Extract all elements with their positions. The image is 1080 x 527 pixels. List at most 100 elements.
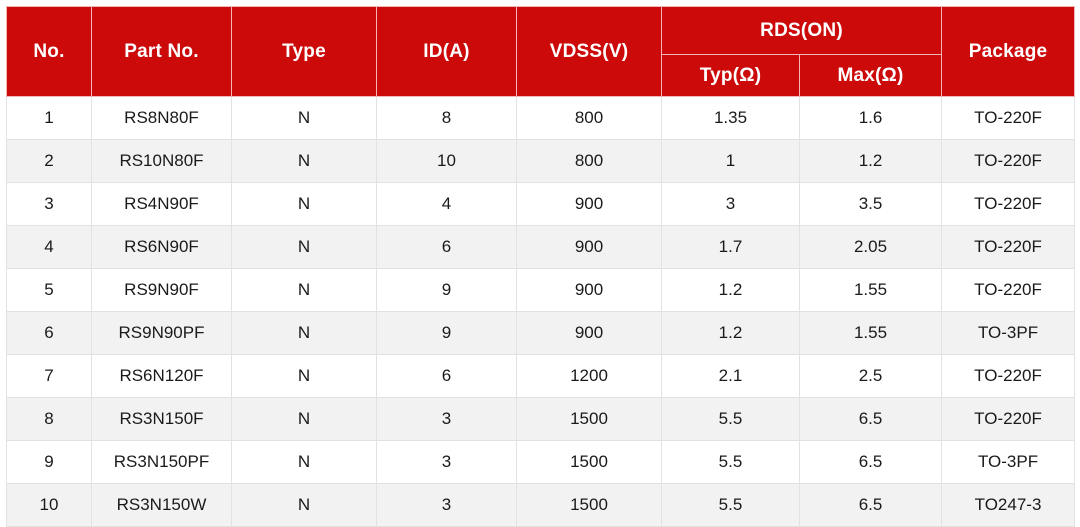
cell-part-no: RS3N150PF — [91, 440, 232, 484]
column-header-rds-on: RDS(ON) — [660, 6, 943, 55]
column-header-rds-typ: Typ(Ω) — [661, 54, 800, 97]
cell-vdss: 1200 — [516, 354, 662, 398]
table-row: 8 RS3N150F N 3 1500 5.5 6.5 TO-220F — [6, 397, 1076, 441]
table-row: 7 RS6N120F N 6 1200 2.1 2.5 TO-220F — [6, 354, 1076, 398]
cell-vdss: 800 — [516, 96, 662, 140]
cell-package: TO-220F — [941, 182, 1076, 226]
cell-package: TO-220F — [941, 268, 1076, 312]
cell-no: 6 — [6, 311, 92, 355]
cell-vdss: 1500 — [516, 483, 662, 527]
column-header-vdss: VDSS(V) — [516, 6, 662, 97]
cell-rds-typ: 2.1 — [661, 354, 800, 398]
cell-type: N — [231, 139, 377, 183]
cell-part-no: RS10N80F — [91, 139, 232, 183]
cell-rds-typ: 5.5 — [661, 483, 800, 527]
cell-no: 4 — [6, 225, 92, 269]
cell-rds-max: 1.55 — [798, 311, 943, 355]
column-header-id: ID(A) — [376, 6, 517, 97]
cell-rds-typ: 1 — [661, 139, 800, 183]
cell-type: N — [231, 268, 377, 312]
cell-no: 7 — [6, 354, 92, 398]
cell-id: 4 — [376, 182, 517, 226]
cell-rds-typ: 1.2 — [661, 268, 800, 312]
table-row: 6 RS9N90PF N 9 900 1.2 1.55 TO-3PF — [6, 311, 1076, 355]
column-header-rds-max: Max(Ω) — [798, 54, 943, 97]
cell-rds-max: 1.2 — [798, 139, 943, 183]
cell-rds-max: 3.5 — [798, 182, 943, 226]
cell-part-no: RS4N90F — [91, 182, 232, 226]
cell-rds-typ: 1.2 — [661, 311, 800, 355]
cell-id: 10 — [376, 139, 517, 183]
cell-vdss: 900 — [516, 268, 662, 312]
spec-table-container: No. Part No. Type ID(A) VDSS(V) RDS(ON) … — [6, 6, 1076, 527]
cell-part-no: RS6N90F — [91, 225, 232, 269]
cell-part-no: RS3N150F — [91, 397, 232, 441]
column-header-type: Type — [231, 6, 377, 97]
table-row: 1 RS8N80F N 8 800 1.35 1.6 TO-220F — [6, 96, 1076, 140]
cell-part-no: RS9N90F — [91, 268, 232, 312]
cell-package: TO-220F — [941, 96, 1076, 140]
cell-id: 9 — [376, 311, 517, 355]
cell-id: 3 — [376, 440, 517, 484]
header-row-sub: Typ(Ω) Max(Ω) — [7, 54, 1075, 97]
cell-no: 3 — [6, 182, 92, 226]
mosfet-spec-table: No. Part No. Type ID(A) VDSS(V) RDS(ON) … — [6, 6, 1076, 527]
cell-package: TO-3PF — [941, 440, 1076, 484]
cell-package: TO-220F — [941, 139, 1076, 183]
column-header-part-no: Part No. — [91, 6, 232, 97]
cell-vdss: 900 — [516, 225, 662, 269]
cell-type: N — [231, 182, 377, 226]
cell-rds-typ: 5.5 — [661, 397, 800, 441]
cell-type: N — [231, 483, 377, 527]
cell-rds-max: 1.6 — [798, 96, 943, 140]
cell-package: TO-220F — [941, 225, 1076, 269]
cell-package: TO-220F — [941, 354, 1076, 398]
cell-type: N — [231, 225, 377, 269]
cell-part-no: RS8N80F — [91, 96, 232, 140]
cell-type: N — [231, 440, 377, 484]
cell-vdss: 900 — [516, 182, 662, 226]
table-row: 4 RS6N90F N 6 900 1.7 2.05 TO-220F — [6, 225, 1076, 269]
cell-rds-typ: 5.5 — [661, 440, 800, 484]
cell-rds-max: 6.5 — [798, 483, 943, 527]
table-row: 3 RS4N90F N 4 900 3 3.5 TO-220F — [6, 182, 1076, 226]
cell-no: 8 — [6, 397, 92, 441]
cell-id: 8 — [376, 96, 517, 140]
cell-no: 9 — [6, 440, 92, 484]
cell-rds-max: 6.5 — [798, 440, 943, 484]
table-row: 5 RS9N90F N 9 900 1.2 1.55 TO-220F — [6, 268, 1076, 312]
cell-id: 3 — [376, 483, 517, 527]
cell-part-no: RS3N150W — [91, 483, 232, 527]
cell-part-no: RS9N90PF — [91, 311, 232, 355]
cell-type: N — [231, 311, 377, 355]
cell-type: N — [231, 397, 377, 441]
column-header-no: No. — [6, 6, 92, 97]
table-row: 10 RS3N150W N 3 1500 5.5 6.5 TO247-3 — [6, 483, 1076, 527]
cell-rds-max: 2.05 — [798, 225, 943, 269]
cell-package: TO247-3 — [941, 483, 1076, 527]
cell-no: 10 — [6, 483, 92, 527]
cell-rds-max: 6.5 — [798, 397, 943, 441]
cell-rds-max: 1.55 — [798, 268, 943, 312]
table-row: 2 RS10N80F N 10 800 1 1.2 TO-220F — [6, 139, 1076, 183]
table-body: 1 RS8N80F N 8 800 1.35 1.6 TO-220F 2 RS1… — [6, 96, 1076, 527]
cell-type: N — [231, 96, 377, 140]
cell-no: 1 — [6, 96, 92, 140]
cell-package: TO-3PF — [941, 311, 1076, 355]
cell-id: 3 — [376, 397, 517, 441]
cell-id: 9 — [376, 268, 517, 312]
cell-no: 5 — [6, 268, 92, 312]
table-header: No. Part No. Type ID(A) VDSS(V) RDS(ON) … — [6, 6, 1076, 97]
cell-rds-typ: 1.7 — [661, 225, 800, 269]
cell-vdss: 1500 — [516, 397, 662, 441]
cell-id: 6 — [376, 354, 517, 398]
cell-package: TO-220F — [941, 397, 1076, 441]
cell-vdss: 1500 — [516, 440, 662, 484]
table-row: 9 RS3N150PF N 3 1500 5.5 6.5 TO-3PF — [6, 440, 1076, 484]
column-header-package: Package — [941, 6, 1076, 97]
cell-rds-max: 2.5 — [798, 354, 943, 398]
cell-part-no: RS6N120F — [91, 354, 232, 398]
cell-type: N — [231, 354, 377, 398]
cell-vdss: 800 — [516, 139, 662, 183]
cell-no: 2 — [6, 139, 92, 183]
